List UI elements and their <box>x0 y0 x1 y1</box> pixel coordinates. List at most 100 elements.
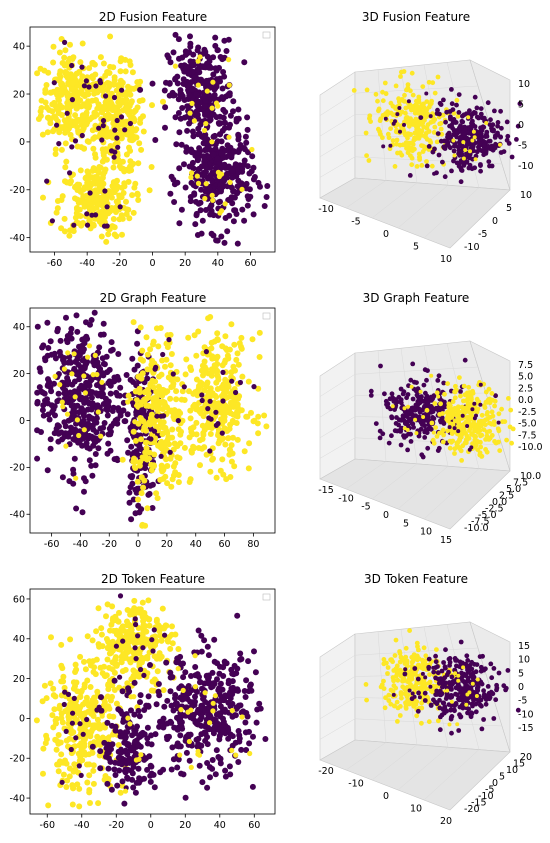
point <box>439 131 445 137</box>
point <box>93 390 100 397</box>
point <box>185 334 192 341</box>
point <box>207 211 214 218</box>
x-tick-label: -40 <box>73 539 89 550</box>
point <box>216 160 223 167</box>
point <box>219 430 225 436</box>
point <box>169 426 176 433</box>
point <box>229 167 236 174</box>
point <box>400 413 406 419</box>
point <box>456 423 462 429</box>
point <box>234 350 241 357</box>
point <box>430 437 436 443</box>
point <box>183 749 190 756</box>
point <box>76 742 83 749</box>
point <box>47 338 54 345</box>
point <box>161 87 168 94</box>
point <box>170 707 177 714</box>
point <box>108 423 115 430</box>
point <box>201 93 208 99</box>
point <box>428 140 434 145</box>
point <box>199 445 205 452</box>
point <box>403 105 409 111</box>
point <box>92 352 98 358</box>
point <box>213 747 220 754</box>
point <box>233 356 240 363</box>
point <box>441 432 446 438</box>
point <box>151 653 158 660</box>
point <box>405 82 411 87</box>
point <box>160 98 166 105</box>
point <box>209 765 216 772</box>
point <box>434 139 440 145</box>
point <box>395 112 400 117</box>
point <box>162 473 169 480</box>
point <box>250 164 257 171</box>
point <box>167 688 174 695</box>
point <box>403 142 408 148</box>
point <box>105 231 112 238</box>
point <box>217 210 223 216</box>
point <box>256 329 263 336</box>
point <box>380 431 386 437</box>
point <box>406 404 410 409</box>
point <box>139 407 145 413</box>
point <box>183 144 190 151</box>
point <box>93 111 100 118</box>
point <box>61 366 67 372</box>
point <box>452 451 457 456</box>
point <box>127 473 134 480</box>
point <box>160 766 167 773</box>
point <box>136 98 143 104</box>
point <box>457 375 462 380</box>
point <box>139 522 146 529</box>
point <box>462 357 468 363</box>
point <box>37 112 44 119</box>
point <box>51 706 58 713</box>
point <box>478 106 484 111</box>
point <box>113 186 120 193</box>
point <box>172 63 178 69</box>
point <box>149 481 156 488</box>
point <box>105 744 112 751</box>
point <box>436 152 442 158</box>
point <box>409 384 414 389</box>
point <box>121 166 128 173</box>
point <box>398 397 404 403</box>
point <box>164 52 171 59</box>
point <box>72 138 79 144</box>
point <box>226 82 232 88</box>
graph3d-pane-left <box>319 352 356 480</box>
point <box>182 184 189 191</box>
point <box>170 380 177 387</box>
point <box>452 395 458 401</box>
point <box>97 80 104 86</box>
point <box>130 428 137 435</box>
point <box>378 131 383 137</box>
point <box>158 413 164 419</box>
point <box>187 476 194 483</box>
point <box>54 328 61 335</box>
point <box>51 80 57 86</box>
point <box>195 58 201 64</box>
point <box>110 216 117 222</box>
point <box>155 681 162 687</box>
point <box>406 99 411 104</box>
point <box>469 445 474 450</box>
z-tick-label: 10 <box>518 79 530 90</box>
point <box>185 70 192 77</box>
point <box>175 110 182 116</box>
point <box>414 380 419 385</box>
point <box>160 351 166 358</box>
point <box>106 713 113 720</box>
point <box>451 138 456 143</box>
point <box>377 435 383 441</box>
point <box>114 782 121 789</box>
point <box>149 80 156 87</box>
point <box>201 637 208 644</box>
point <box>183 148 190 155</box>
point <box>458 389 463 394</box>
point <box>508 407 514 413</box>
point <box>478 433 483 439</box>
point <box>210 111 217 118</box>
point <box>408 439 414 444</box>
